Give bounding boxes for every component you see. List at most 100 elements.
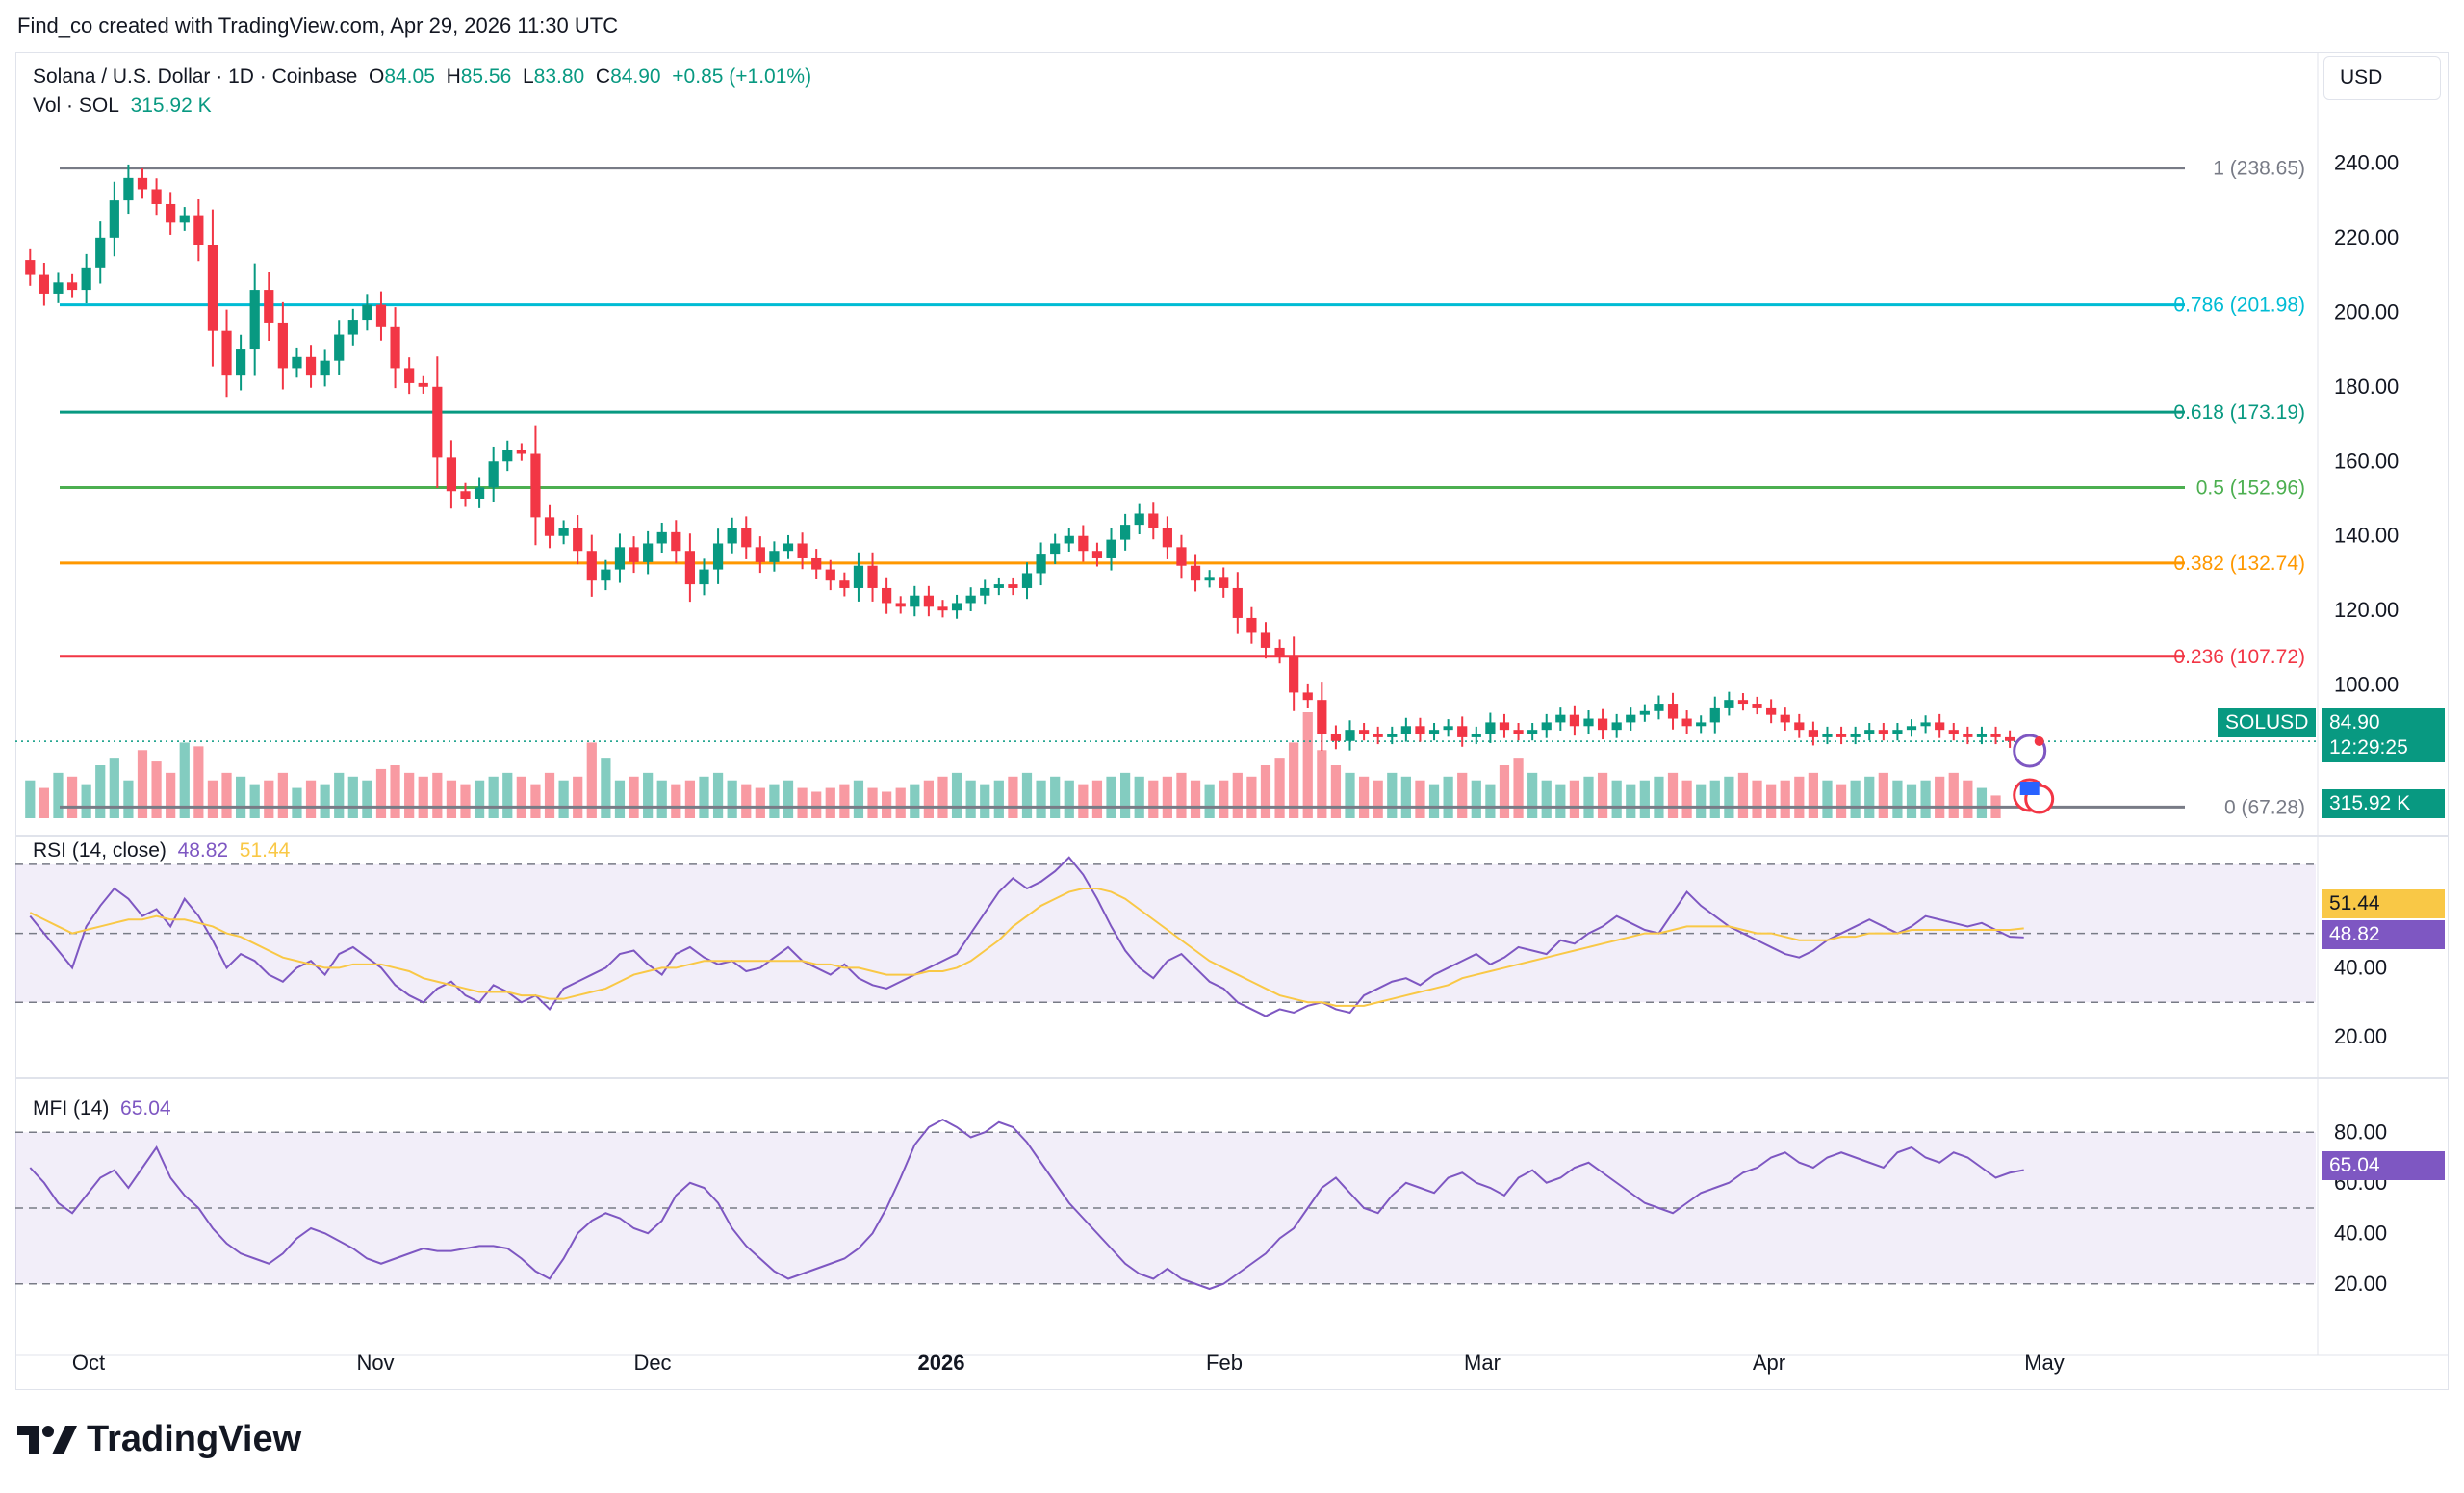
candle-body [980, 587, 990, 596]
volume-bar [1737, 772, 1749, 818]
candle-body [629, 547, 639, 562]
candle-body [1008, 584, 1018, 588]
time-tick-label: May [2024, 1351, 2065, 1375]
volume-bar [166, 772, 176, 818]
low-label: L [522, 65, 534, 88]
candle-body [573, 528, 583, 552]
candle-body [684, 551, 696, 585]
candle-body [362, 304, 372, 321]
volume-bar [207, 780, 218, 818]
volume-bar [1667, 772, 1679, 818]
notification-dot-icon [2034, 736, 2044, 746]
volume-bar [305, 780, 317, 818]
volume-bar [825, 787, 835, 818]
candle-body [1976, 734, 1988, 737]
candle-body [965, 595, 976, 604]
mfi-tick-label: 20.00 [2334, 1272, 2387, 1296]
volume-bar [404, 772, 415, 818]
candle-body [769, 551, 780, 562]
time-tick-label: Feb [1206, 1351, 1243, 1375]
candle-body [1794, 722, 1805, 731]
volume-bar [249, 784, 260, 818]
candle-body [166, 203, 176, 223]
candle-body [1681, 718, 1692, 727]
volume-bar [1864, 776, 1875, 818]
volume-bar [474, 780, 485, 818]
candle-body [488, 461, 499, 488]
price-tick-label: 180.00 [2334, 374, 2399, 399]
tradingview-logo: TradingView [17, 1419, 301, 1460]
volume-bar [951, 772, 962, 818]
volume-bar [375, 768, 387, 818]
volume-bar [1499, 765, 1510, 818]
candle-body [1948, 730, 1959, 734]
volume-bar [1373, 780, 1383, 818]
candle-body [839, 580, 850, 588]
candle-body [1443, 726, 1453, 731]
candle-body [1766, 707, 1777, 715]
volume-bar [1780, 780, 1790, 818]
candle-body [1667, 704, 1679, 719]
volume-bar [1415, 780, 1425, 818]
volume-bar [1148, 780, 1159, 818]
volume-bar [1302, 712, 1313, 818]
candle-body [1822, 734, 1833, 737]
candle-body [221, 330, 232, 376]
volume-bar [895, 787, 906, 818]
candle-body [1021, 573, 1033, 588]
volume-bar [1835, 784, 1847, 818]
candle-body [375, 304, 387, 327]
candle-body [1428, 730, 1440, 734]
volume-bar [446, 780, 457, 818]
volume-bar [235, 776, 246, 818]
candle-body [530, 453, 541, 518]
candle-body [910, 595, 920, 607]
volume-bar [573, 776, 583, 818]
candle-body [1485, 722, 1496, 734]
chart-frame [15, 52, 2449, 1390]
candle-body [923, 595, 934, 607]
volume-bar [923, 780, 934, 818]
time-tick-label: 2026 [918, 1351, 965, 1375]
close-label: C [595, 65, 611, 88]
time-tick-label: Mar [1464, 1351, 1501, 1375]
currency-button[interactable]: USD [2323, 56, 2441, 100]
volume-bar [1064, 780, 1074, 818]
candle-body [292, 356, 302, 369]
symbol-line: Solana / U.S. Dollar · 1D · Coinbase [33, 65, 358, 88]
candle-body [1317, 700, 1327, 734]
price-tick-label: 140.00 [2334, 524, 2399, 548]
candle-body [656, 531, 667, 544]
time-tick-label: Nov [356, 1351, 394, 1375]
volume-bar [81, 784, 91, 818]
volume-bar [1485, 784, 1496, 818]
candle-body [418, 382, 428, 387]
candle-body [1555, 714, 1566, 723]
volume-bar [1008, 776, 1018, 818]
volume-bar [432, 772, 443, 818]
symbol-legend: Solana / U.S. Dollar · 1D · Coinbase O84… [33, 65, 811, 89]
volume-bar [1794, 776, 1805, 818]
volume-bar [1219, 780, 1229, 818]
volume-bar [712, 772, 724, 818]
volume-bar [1752, 780, 1762, 818]
candle-body [1036, 554, 1046, 574]
volume-bar [769, 784, 780, 818]
volume-bar [1822, 780, 1833, 818]
candle-body [1639, 710, 1650, 715]
candle-body [334, 334, 345, 361]
volume-bar [123, 780, 134, 818]
volume-bar [811, 791, 822, 818]
candle-body [81, 267, 91, 291]
volume-bar [95, 765, 106, 818]
candle-body [1780, 714, 1790, 723]
open-label: O [368, 65, 385, 88]
candle-body [305, 356, 317, 376]
candle-body [235, 349, 246, 376]
time-tick-label: Dec [633, 1351, 671, 1375]
volume-bar [1190, 780, 1201, 818]
volume-bar [671, 784, 681, 818]
candle-body [1709, 707, 1720, 723]
candle-body [895, 603, 906, 607]
